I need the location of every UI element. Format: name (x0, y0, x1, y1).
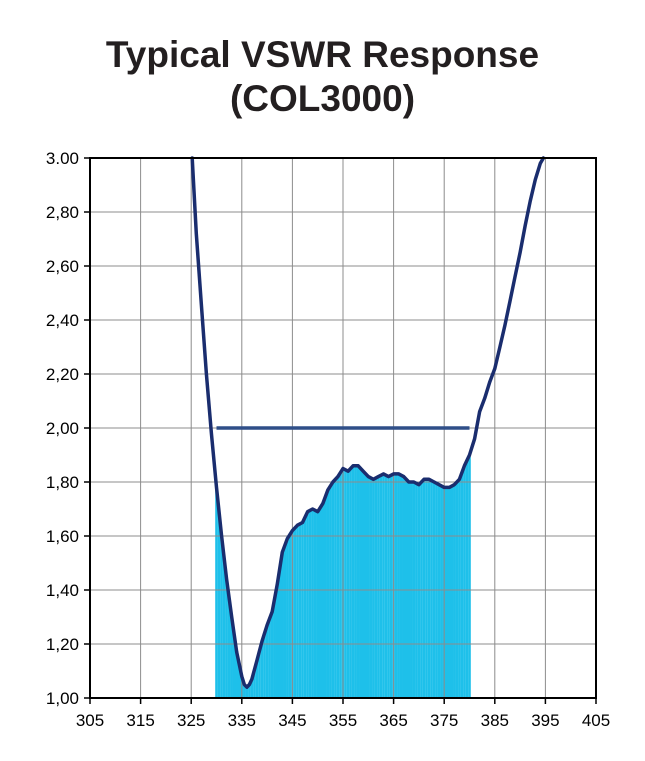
y-tick-label: 1,00 (46, 689, 79, 708)
x-tick-label: 395 (531, 711, 559, 730)
x-tick-label: 405 (582, 711, 610, 730)
y-tick-label: 2,40 (46, 311, 79, 330)
y-tick-label: 1,80 (46, 473, 79, 492)
y-tick-label: 2,80 (46, 203, 79, 222)
y-tick-label: 2,20 (46, 365, 79, 384)
y-tick-label: 2,60 (46, 257, 79, 276)
x-tick-label: 335 (228, 711, 256, 730)
y-tick-label: 1,60 (46, 527, 79, 546)
x-tick-label: 385 (481, 711, 509, 730)
chart-subtitle: (COL3000) (229, 78, 416, 119)
x-tick-label: 315 (126, 711, 154, 730)
x-tick-label: 305 (76, 711, 104, 730)
x-tick-label: 325 (177, 711, 205, 730)
y-tick-label: 1,20 (46, 635, 79, 654)
x-tick-label: 345 (278, 711, 306, 730)
y-tick-label: 2,00 (46, 419, 79, 438)
x-tick-label: 355 (329, 711, 357, 730)
x-tick-label: 375 (430, 711, 458, 730)
chart-title: Typical VSWR Response (105, 34, 540, 75)
vswr-curve-group (190, 156, 546, 689)
y-tick-label: 3.00 (46, 149, 79, 168)
y-tick-label: 1,40 (46, 581, 79, 600)
y-axis: 1,00 1,20 1,40 1,60 1,80 2,00 2,20 2,40 2,60 2,80… (46, 149, 90, 708)
vswr-curve (190, 156, 546, 689)
x-axis: 305 315 325 335 345 355 365 375 385 395 405 (76, 698, 610, 730)
x-tick-label: 365 (379, 711, 407, 730)
